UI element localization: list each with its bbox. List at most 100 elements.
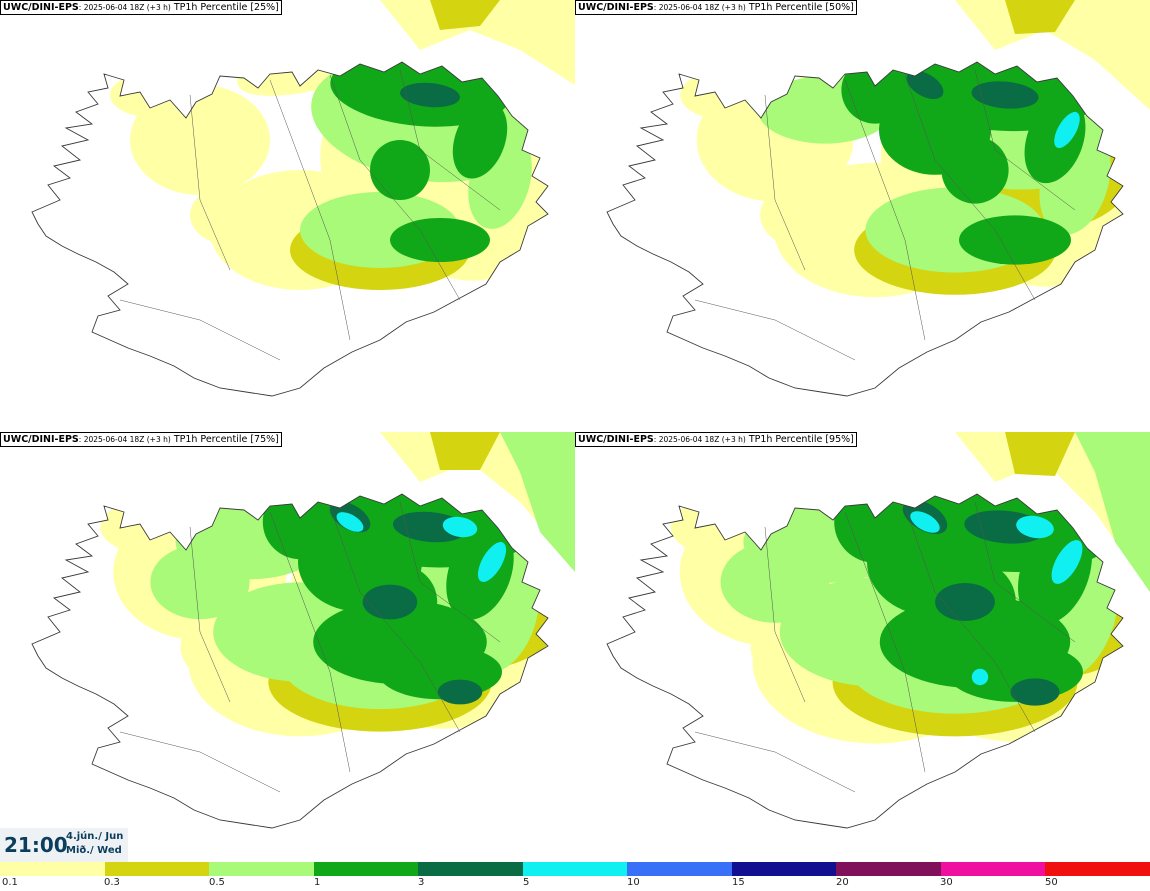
colorbar-tick: 0.3 bbox=[104, 877, 120, 888]
colorbar-swatch bbox=[313, 862, 419, 876]
colorbar-swatch bbox=[418, 862, 523, 876]
darkgreen-precip-contour bbox=[1010, 678, 1060, 706]
region-boundary bbox=[974, 501, 1076, 643]
region-boundary bbox=[269, 511, 351, 773]
lightgreen-precip-contour bbox=[500, 432, 575, 572]
darkgreen-precip-contour bbox=[400, 82, 460, 108]
valid-time-box: 21:00 4.jún./ Jun Mið./ Wed bbox=[0, 828, 128, 862]
green-precip-contour bbox=[313, 599, 487, 685]
colorbar-swatch bbox=[1045, 862, 1150, 876]
run-label: : 2025-06-04 18Z (+3 h) bbox=[653, 435, 746, 444]
colorbar-swatch bbox=[940, 862, 1046, 876]
model-label: UWC/DINI-EPS bbox=[578, 2, 654, 13]
model-label: UWC/DINI-EPS bbox=[3, 2, 79, 13]
green-precip-contour bbox=[879, 595, 1071, 689]
colorbar-swatch bbox=[209, 862, 314, 876]
region-boundary bbox=[329, 506, 461, 733]
offshore-precipitation bbox=[380, 0, 575, 85]
region-boundary bbox=[399, 69, 501, 211]
cyan-precip-contour bbox=[971, 668, 989, 686]
olive-precip-contour bbox=[430, 0, 500, 30]
colorbar-tick: 10 bbox=[627, 877, 640, 888]
panel-title-p50: UWC/DINI-EPS: 2025-06-04 18Z (+3 h) TP1h… bbox=[575, 0, 857, 15]
region-boundary bbox=[119, 731, 281, 793]
valid-date: 4.jún./ Jun bbox=[66, 831, 124, 842]
green-precip-contour bbox=[370, 140, 430, 200]
green-precip-contour bbox=[841, 62, 909, 124]
region-boundary bbox=[764, 94, 806, 271]
yellow-precip-contour bbox=[760, 181, 850, 249]
region-boundary bbox=[269, 79, 351, 341]
green-precip-contour bbox=[452, 101, 508, 179]
cyan-precip-contour bbox=[1054, 111, 1080, 149]
panel-p25: UWC/DINI-EPS: 2025-06-04 18Z (+3 h) TP1h… bbox=[0, 0, 575, 432]
colorbar-swatch bbox=[731, 862, 837, 876]
colorbar-tick: 30 bbox=[940, 877, 953, 888]
colorbar-swatch bbox=[836, 862, 941, 876]
panel-title-p95: UWC/DINI-EPS: 2025-06-04 18Z (+3 h) TP1h… bbox=[575, 432, 857, 447]
map-p50 bbox=[606, 0, 1150, 397]
colorbar-tick: 0.1 bbox=[2, 877, 18, 888]
green-precip-contour bbox=[959, 215, 1071, 265]
colorbar-swatch bbox=[627, 862, 732, 876]
panel-p75: UWC/DINI-EPS: 2025-06-04 18Z (+3 h) TP1h… bbox=[0, 432, 575, 864]
darkgreen-precip-contour bbox=[935, 583, 995, 621]
colorbar-ticks: 0.1 0.3 0.5 1 3 5 10 15 20 30 50 bbox=[0, 877, 1150, 891]
offshore-precipitation bbox=[955, 432, 1150, 592]
colorbar-tick: 1 bbox=[314, 877, 321, 888]
cyan-precip-contour bbox=[1016, 515, 1054, 539]
colorbar-swatch bbox=[104, 862, 210, 876]
region-boundary bbox=[189, 526, 231, 703]
colorbar-tick: 3 bbox=[418, 877, 425, 888]
model-label: UWC/DINI-EPS bbox=[3, 434, 79, 445]
cyan-precip-contour bbox=[442, 516, 478, 538]
green-precip-contour bbox=[834, 494, 916, 563]
darkgreen-precip-contour bbox=[362, 584, 418, 620]
green-precip-contour bbox=[879, 85, 991, 175]
percentile-label: TP1h Percentile [95%] bbox=[748, 434, 854, 445]
lightgreen-precip-contour bbox=[150, 544, 250, 620]
model-label: UWC/DINI-EPS bbox=[578, 434, 654, 445]
region-boundary bbox=[189, 94, 231, 271]
cyan-precip-contour bbox=[910, 511, 940, 533]
region-boundary bbox=[764, 526, 806, 703]
run-label: : 2025-06-04 18Z (+3 h) bbox=[78, 435, 171, 444]
colorbar-swatch bbox=[522, 862, 628, 876]
yellow-precip-contour bbox=[190, 185, 270, 245]
map-p95 bbox=[606, 432, 1150, 829]
yellow-precip-contour bbox=[380, 0, 575, 85]
offshore-precipitation bbox=[380, 432, 575, 572]
run-label: : 2025-06-04 18Z (+3 h) bbox=[653, 3, 746, 12]
olive-precip-contour bbox=[1005, 0, 1075, 34]
darkgreen-precip-contour bbox=[971, 81, 1039, 109]
panel-title-p75: UWC/DINI-EPS: 2025-06-04 18Z (+3 h) TP1h… bbox=[0, 432, 282, 447]
valid-time: 21:00 bbox=[4, 833, 68, 857]
green-precip-contour bbox=[390, 218, 490, 262]
panel-title-p25: UWC/DINI-EPS: 2025-06-04 18Z (+3 h) TP1h… bbox=[0, 0, 282, 15]
olive-precip-contour bbox=[1005, 432, 1075, 476]
olive-precip-contour bbox=[430, 432, 500, 470]
region-boundary bbox=[329, 74, 461, 301]
darkgreen-precip-contour bbox=[906, 70, 944, 100]
region-boundary bbox=[694, 731, 856, 793]
darkgreen-precip-contour bbox=[437, 679, 483, 705]
yellow-precip-contour bbox=[130, 85, 270, 195]
colorbar bbox=[0, 862, 1150, 876]
panel-p50: UWC/DINI-EPS: 2025-06-04 18Z (+3 h) TP1h… bbox=[575, 0, 1150, 432]
offshore-precipitation bbox=[955, 0, 1150, 110]
percentile-label: TP1h Percentile [50%] bbox=[748, 2, 854, 13]
cyan-precip-contour bbox=[336, 512, 364, 532]
run-label: : 2025-06-04 18Z (+3 h) bbox=[78, 3, 171, 12]
region-boundary bbox=[844, 511, 926, 773]
cyan-precip-contour bbox=[1051, 540, 1083, 584]
region-boundary bbox=[974, 69, 1076, 211]
region-boundary bbox=[844, 79, 926, 341]
colorbar-tick: 5 bbox=[523, 877, 530, 888]
yellow-precip-contour bbox=[100, 499, 200, 555]
colorbar-swatch bbox=[0, 862, 105, 876]
percentile-label: TP1h Percentile [75%] bbox=[173, 434, 279, 445]
panel-p95: UWC/DINI-EPS: 2025-06-04 18Z (+3 h) TP1h… bbox=[575, 432, 1150, 864]
region-boundary bbox=[119, 299, 281, 361]
map-p75 bbox=[31, 432, 575, 829]
colorbar-tick: 20 bbox=[836, 877, 849, 888]
